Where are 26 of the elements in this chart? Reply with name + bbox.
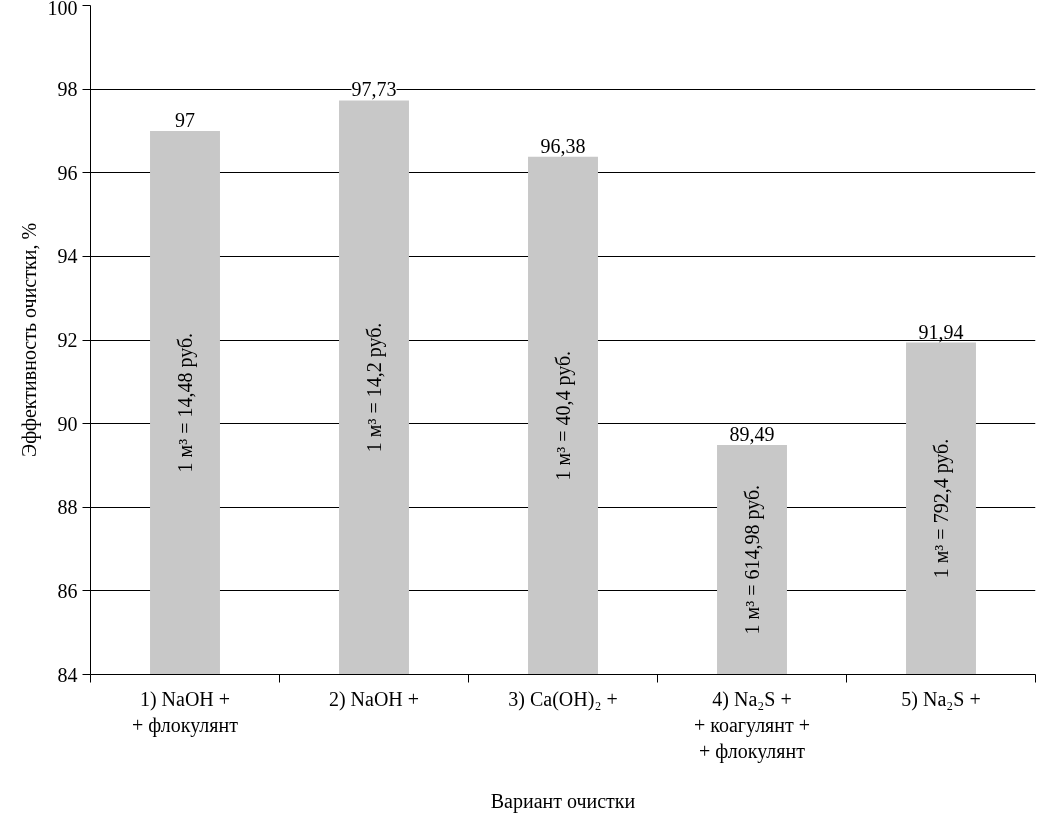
data-label: 97 (175, 108, 195, 131)
data-label: 97,73 (351, 78, 397, 101)
x-tick-label: 5) Na₂S + (901, 687, 981, 711)
data-label: 89,49 (729, 422, 775, 445)
y-tick-label: 94 (57, 245, 78, 268)
x-tick-label: 1) NaOH + + флокулянт (132, 687, 239, 737)
y-tick-label: 98 (57, 78, 78, 101)
annotation: 1 м³ = 14,2 руб. (363, 322, 386, 453)
annotation: 1 м³ = 14,48 руб. (174, 332, 197, 473)
annotation: 1 м³ = 792,4 руб. (930, 438, 953, 579)
annotation: 1 м³ = 614,98 руб. (741, 484, 764, 635)
y-tick-label: 84 (57, 663, 78, 686)
y-tick-label: 92 (57, 329, 78, 351)
y-tick-label: 100 (47, 0, 78, 19)
y-tick-label: 86 (57, 579, 78, 602)
x-tick-label: 3) Ca(OH)₂ + (508, 687, 618, 711)
y-tick-label: 88 (57, 496, 78, 519)
x-axis-title: Вариант очистки (490, 790, 636, 814)
x-tick-label: 4) Na₂S + + коагулянт + + флокулянт (693, 687, 811, 764)
x-tick-label: 2) NaOH + (328, 687, 420, 711)
data-label: 96,38 (540, 134, 586, 157)
data-label: 91,94 (918, 320, 964, 343)
annotation: 1 м³ = 40,4 руб. (552, 350, 575, 481)
y-tick-label: 90 (57, 412, 78, 435)
y-axis-title: Эффективность очистки, % (17, 222, 41, 458)
y-tick-label: 96 (57, 161, 78, 184)
